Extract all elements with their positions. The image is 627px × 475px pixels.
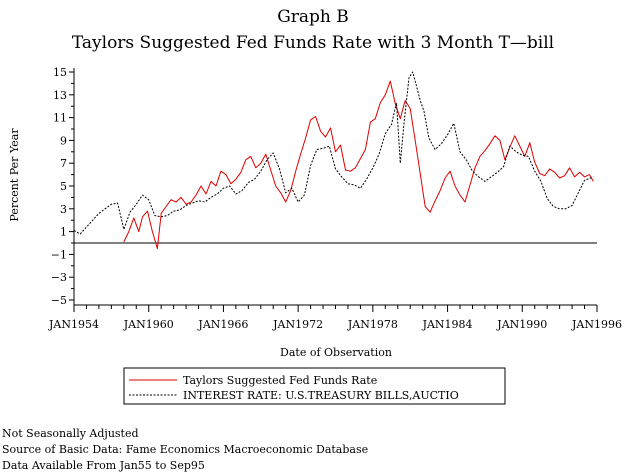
x-axis: JAN1954 JAN1960 JAN1966 JAN1972 JAN1978 JAN19…: [48, 304, 622, 331]
y-tick-label: −3: [51, 271, 67, 284]
legend-label-taylor: Taylors Suggested Fed Funds Rate: [183, 374, 377, 387]
x-tick-label: JAN1972: [272, 318, 323, 331]
x-tick-label: JAN1984: [422, 318, 473, 331]
y-tick-label: 11: [53, 112, 67, 125]
y-tick-label: 1: [60, 226, 67, 239]
y-axis: 15 13 11 9 7 5 3 1 −1 −3 −5: [51, 66, 75, 307]
chart-title: Graph B: [277, 7, 349, 27]
chart-subtitle: Taylors Suggested Fed Funds Rate with 3 …: [72, 33, 554, 53]
series-taylor-line: [123, 80, 594, 250]
x-tick-label: JAN1978: [347, 318, 398, 331]
series-layer: [73, 71, 594, 250]
y-tick-label: 9: [60, 134, 67, 147]
x-tick-label: JAN1996: [571, 318, 622, 331]
x-tick-label: JAN1954: [48, 318, 99, 331]
legend: Taylors Suggested Fed Funds Rate INTERES…: [123, 367, 506, 405]
y-tick-label: 13: [53, 89, 67, 102]
series-tbill-line: [73, 71, 594, 235]
legend-box: [123, 367, 506, 405]
y-tick-label: −1: [51, 248, 67, 261]
y-axis-label: Percent Per Year: [8, 128, 21, 222]
x-tick-label: JAN1966: [197, 318, 248, 331]
x-tick-label: JAN1960: [123, 318, 174, 331]
y-tick-label: 5: [60, 180, 67, 193]
x-tick-label: JAN1990: [496, 318, 547, 331]
footnote-source: Source of Basic Data: Fame Economics Mac…: [2, 443, 369, 456]
y-tick-label: 7: [60, 157, 67, 170]
y-tick-label: 3: [60, 203, 67, 216]
legend-label-tbill: INTEREST RATE: U.S.TREASURY BILLS,AUCTIO: [183, 389, 459, 402]
footnote-availability: Data Available From Jan55 to Sep95: [2, 459, 205, 472]
x-axis-label: Date of Observation: [280, 346, 392, 359]
y-tick-label: 15: [53, 66, 67, 79]
y-tick-label: −5: [51, 294, 67, 307]
footnote-seasonal: Not Seasonally Adjusted: [2, 427, 139, 440]
